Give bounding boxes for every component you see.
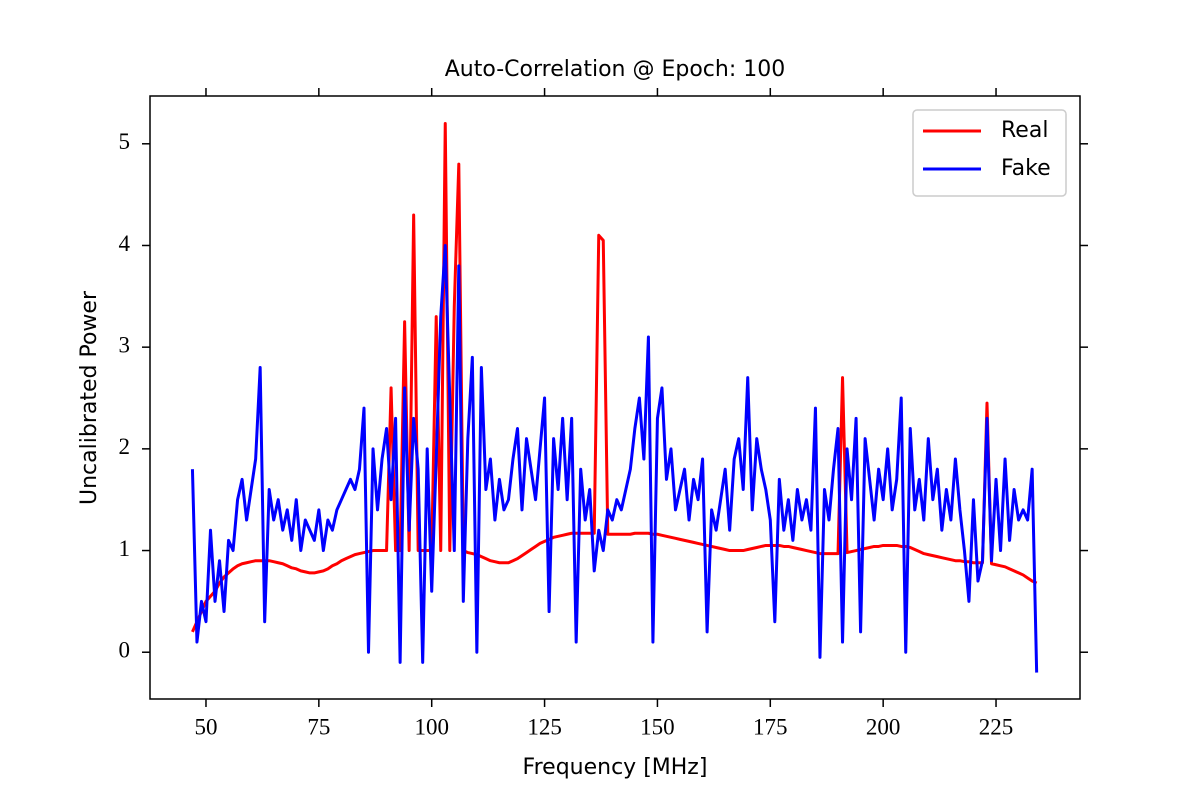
legend-label: Fake <box>1001 156 1051 181</box>
y-tick-label: 2 <box>119 434 131 459</box>
y-tick-label: 4 <box>119 231 131 256</box>
data-line <box>190 243 1039 673</box>
x-axis-label: Frequency [MHz] <box>523 755 708 780</box>
x-tick-label: 50 <box>194 714 217 739</box>
x-tick-label: 100 <box>414 714 449 739</box>
y-tick-label: 5 <box>119 129 131 154</box>
x-tick-label: 75 <box>307 714 330 739</box>
y-tick-label: 1 <box>119 536 131 561</box>
x-tick-label: 150 <box>640 714 675 739</box>
legend-label: Real <box>1001 118 1048 143</box>
y-axis-label: Uncalibrated Power <box>77 290 102 505</box>
x-tick-label: 125 <box>527 714 562 739</box>
data-line <box>191 121 1038 633</box>
x-tick-label: 175 <box>753 714 788 739</box>
y-tick-label: 0 <box>119 638 131 663</box>
x-tick-label: 200 <box>866 714 901 739</box>
x-tick-label: 225 <box>979 714 1014 739</box>
y-tick-label: 3 <box>119 332 131 357</box>
chart-title: Auto-Correlation @ Epoch: 100 <box>445 57 785 82</box>
plot-frame <box>149 95 1081 700</box>
